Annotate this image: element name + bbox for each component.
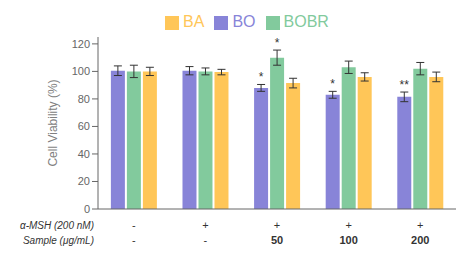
svg-text:*: * <box>330 77 335 91</box>
html-text:BOBR: BOBR <box>283 13 329 30</box>
svg-text:Cell Viability (%): Cell Viability (%) <box>46 79 60 166</box>
svg-text:200: 200 <box>411 234 429 246</box>
svg-text:*: * <box>275 36 280 50</box>
html-text:BA: BA <box>183 13 205 30</box>
html-text:BO: BO <box>232 13 256 30</box>
svg-text:-: - <box>204 234 208 246</box>
svg-text:**: ** <box>400 78 410 92</box>
svg-text:+: + <box>274 219 280 231</box>
svg-text:50: 50 <box>271 234 283 246</box>
svg-text:-: - <box>132 234 136 246</box>
svg-text:60: 60 <box>78 120 90 132</box>
svg-text:100: 100 <box>72 65 90 77</box>
svg-text:*: * <box>259 70 264 84</box>
svg-text:Sample (μg/mL): Sample (μg/mL) <box>23 235 94 246</box>
svg-text:20: 20 <box>78 175 90 187</box>
svg-text:+: + <box>345 219 351 231</box>
svg-text:+: + <box>417 219 423 231</box>
svg-text:+: + <box>202 219 208 231</box>
svg-text:40: 40 <box>78 148 90 160</box>
svg-text:-: - <box>132 219 136 231</box>
svg-text:α-MSH (200 nM): α-MSH (200 nM) <box>20 220 94 231</box>
svg-text:120: 120 <box>72 38 90 50</box>
svg-text:0: 0 <box>84 203 90 215</box>
svg-text:100: 100 <box>339 234 357 246</box>
svg-text:80: 80 <box>78 93 90 105</box>
